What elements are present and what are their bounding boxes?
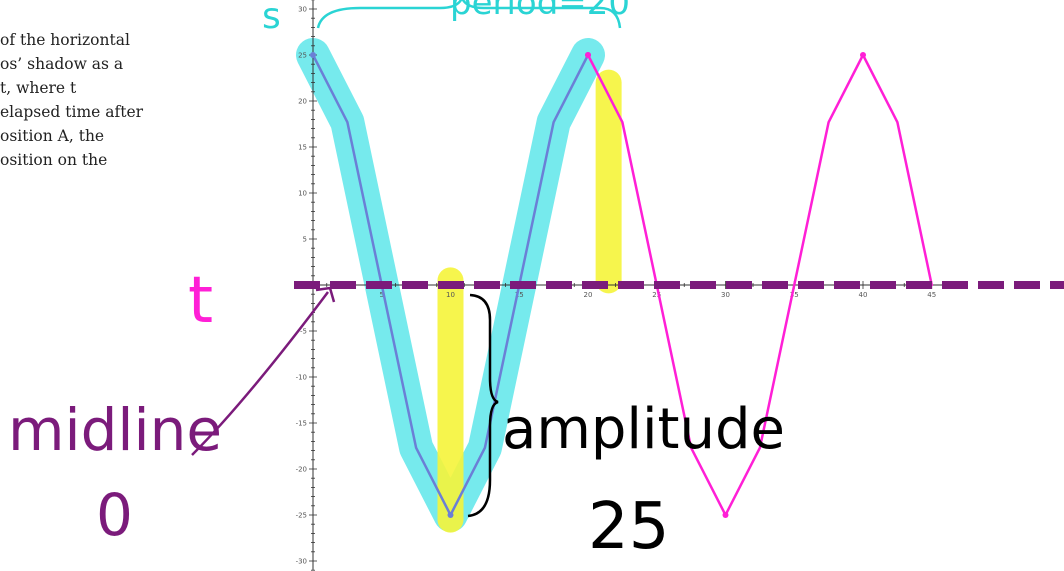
midline-value: 0 [96, 481, 133, 549]
y-tick-label: 10 [298, 190, 307, 198]
amplitude-value: 25 [588, 490, 669, 564]
annotation-layer: period=20 s t midline 0 amplitude 25 [8, 0, 785, 564]
hand-drawn-curve [586, 53, 933, 517]
y-tick-label: -25 [296, 512, 307, 520]
text-line: osition A, the [0, 127, 105, 145]
x-tick-label: 20 [584, 291, 593, 299]
t-axis-annotation: t [188, 264, 213, 338]
x-tick-label: 30 [721, 291, 730, 299]
s-annotation: s [262, 0, 281, 37]
x-tick-label: 45 [927, 291, 936, 299]
series-layer [294, 52, 1064, 518]
y-tick-label: 5 [303, 236, 307, 244]
x-tick-label: 5 [380, 291, 384, 299]
period-annotation: period=20 [450, 0, 630, 23]
amplitude-annotation: amplitude [502, 397, 785, 462]
extremum-point [447, 512, 454, 518]
midline-pointer-arrow [191, 286, 336, 456]
y-tick-label: -10 [296, 374, 307, 382]
text-line: t, where t [0, 79, 77, 97]
text-line: elapsed time after [0, 103, 144, 121]
text-line: os’ shadow as a [0, 55, 124, 73]
text-line: osition on the [0, 151, 108, 169]
y-tick-label: -5 [300, 328, 307, 336]
y-tick-label: 30 [298, 6, 307, 14]
x-tick-label: 25 [652, 291, 661, 299]
x-tick-label: 40 [859, 291, 868, 299]
y-tick-label: -15 [296, 420, 307, 428]
x-tick-label: 15 [515, 291, 524, 299]
y-tick-label: 15 [298, 144, 307, 152]
y-tick-label: -30 [296, 558, 307, 566]
y-tick-label: -20 [296, 466, 307, 474]
text-line: of the horizontal [0, 31, 130, 49]
midline-annotation: midline [8, 396, 222, 464]
y-tick-label: 20 [298, 98, 307, 106]
x-tick-label: 10 [446, 291, 455, 299]
extremum-point [310, 52, 316, 58]
x-tick-label: 35 [790, 291, 799, 299]
problem-text: of the horizontal os’ shadow as a t, whe… [0, 28, 250, 172]
y-tick-label: 25 [298, 52, 307, 60]
period-brace [316, 0, 622, 29]
extremum-point [722, 512, 729, 518]
extremum-point [860, 52, 866, 58]
extremum-point [585, 52, 591, 58]
amplitude-brace [467, 293, 499, 518]
